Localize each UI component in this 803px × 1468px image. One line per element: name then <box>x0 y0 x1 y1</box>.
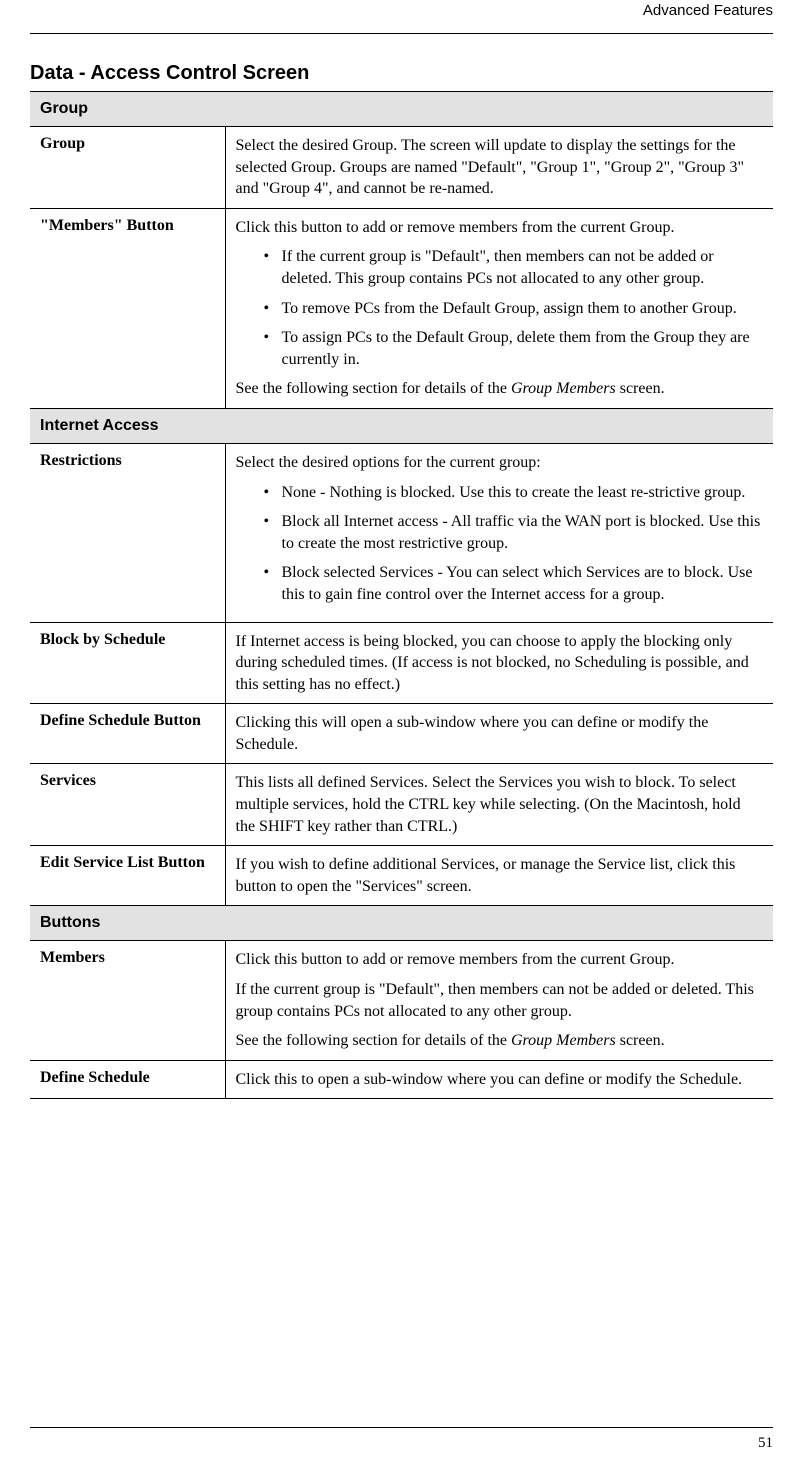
row-label: "Members" Button <box>30 208 225 408</box>
row-label: Edit Service List Button <box>30 846 225 906</box>
row-label: Services <box>30 764 225 846</box>
footer-rule <box>30 1427 773 1428</box>
section-header: Group <box>30 92 773 127</box>
page-title: Data - Access Control Screen <box>30 62 773 85</box>
page-number: 51 <box>758 1435 773 1452</box>
row-description: Select the desired Group. The screen wil… <box>225 127 773 209</box>
row-label: Restrictions <box>30 443 225 622</box>
bullet-item: To remove PCs from the Default Group, as… <box>264 298 764 320</box>
bullet-list: If the current group is "Default", then … <box>236 246 764 370</box>
row-description: Select the desired options for the curre… <box>225 443 773 622</box>
row-description: If Internet access is being blocked, you… <box>225 622 773 704</box>
row-description: If you wish to define additional Service… <box>225 846 773 906</box>
header-label: Advanced Features <box>30 0 773 21</box>
bullet-item: Block all Internet access - All traffic … <box>264 511 764 554</box>
row-description: Clicking this will open a sub-window whe… <box>225 704 773 764</box>
row-description: Click this button to add or remove membe… <box>225 208 773 408</box>
content-table: GroupGroupSelect the desired Group. The … <box>30 91 773 1099</box>
row-description: Click this to open a sub-window where yo… <box>225 1060 773 1099</box>
section-header: Buttons <box>30 906 773 941</box>
bullet-item: To assign PCs to the Default Group, dele… <box>264 327 764 370</box>
row-description: Click this button to add or remove membe… <box>225 941 773 1060</box>
section-header: Internet Access <box>30 408 773 443</box>
row-label: Define Schedule <box>30 1060 225 1099</box>
row-label: Define Schedule Button <box>30 704 225 764</box>
bullet-item: Block selected Services - You can select… <box>264 562 764 605</box>
bullet-item: If the current group is "Default", then … <box>264 246 764 289</box>
row-label: Members <box>30 941 225 1060</box>
header-rule <box>30 33 773 34</box>
row-description: This lists all defined Services. Select … <box>225 764 773 846</box>
row-label: Group <box>30 127 225 209</box>
bullet-item: None - Nothing is blocked. Use this to c… <box>264 482 764 504</box>
row-label: Block by Schedule <box>30 622 225 704</box>
bullet-list: None - Nothing is blocked. Use this to c… <box>236 482 764 606</box>
